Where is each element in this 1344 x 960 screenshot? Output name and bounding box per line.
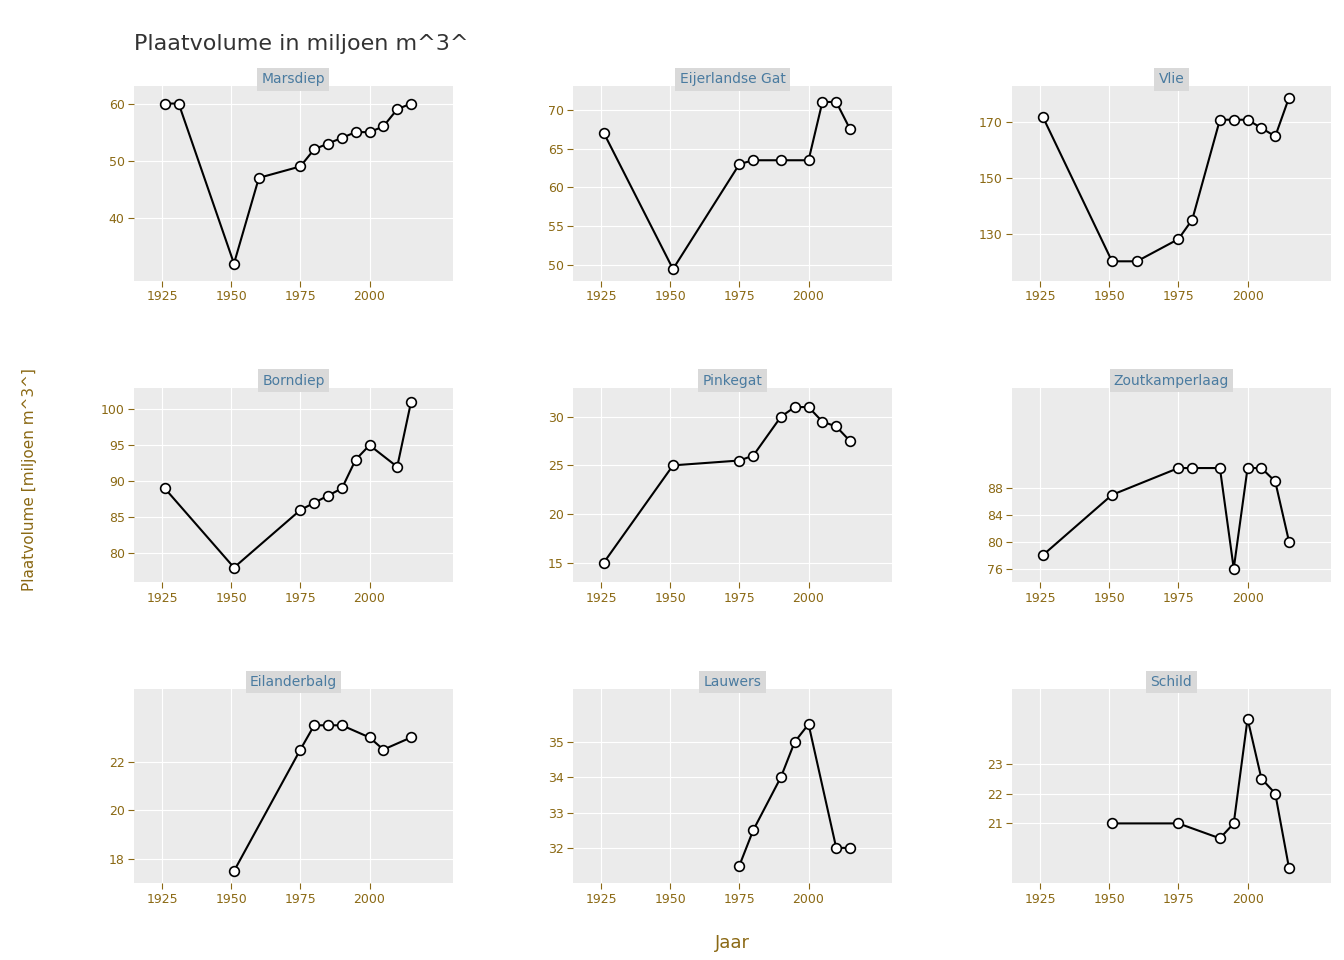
Text: Marsdiep: Marsdiep [262, 72, 325, 86]
Text: Schild: Schild [1150, 675, 1192, 689]
Text: Plaatvolume in miljoen m^3^: Plaatvolume in miljoen m^3^ [134, 34, 469, 54]
Text: Eijerlandse Gat: Eijerlandse Gat [680, 72, 785, 86]
Text: Lauwers: Lauwers [703, 675, 762, 689]
Text: Zoutkamperlaag: Zoutkamperlaag [1114, 373, 1230, 388]
Text: Eilanderbalg: Eilanderbalg [250, 675, 337, 689]
Text: Jaar: Jaar [715, 934, 750, 951]
Text: Pinkegat: Pinkegat [703, 373, 762, 388]
Text: Plaatvolume [miljoen m^3^]: Plaatvolume [miljoen m^3^] [22, 369, 38, 591]
Text: Vlie: Vlie [1159, 72, 1184, 86]
Text: Borndiep: Borndiep [262, 373, 325, 388]
